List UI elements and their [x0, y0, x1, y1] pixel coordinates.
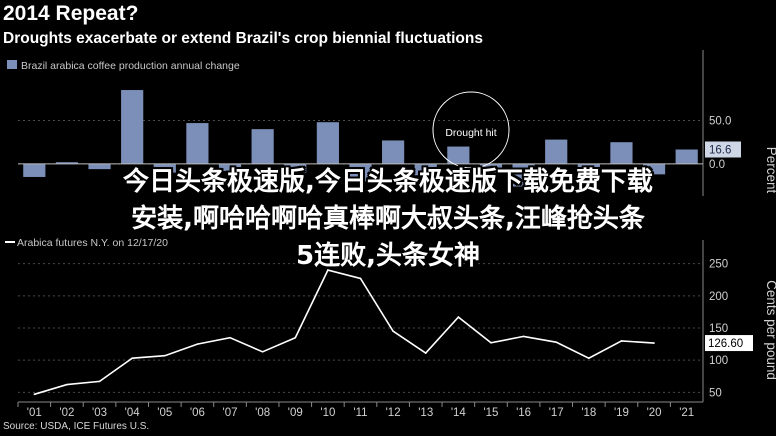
chart-subtitle: Droughts exacerbate or extend Brazil's c… [3, 30, 483, 47]
overlay-caption: 今日头条极速版,今日头条极速版下载免费下载 安装,啊哈哈啊哈真棒啊大叔头条,汪峰… [0, 164, 776, 275]
line-point-13 [424, 352, 427, 354]
line-y-axis-title: Cents per pound [764, 280, 776, 380]
bar-03 [88, 163, 111, 170]
x-tick-label-04: '04 [125, 407, 141, 419]
bar-06 [186, 123, 209, 164]
bar-y-axis-title: Percent [764, 147, 776, 194]
bar-19 [610, 142, 633, 164]
bar-last-value-label: 16.6 [709, 144, 731, 156]
bar-legend-swatch [7, 60, 17, 69]
bar-panel: Brazil arabica coffee production annual … [7, 50, 741, 196]
line-point-09 [294, 336, 297, 339]
bar-02 [55, 162, 79, 164]
x-tick-label-09: '09 [288, 407, 303, 419]
bar-05 [153, 163, 176, 173]
x-tick-label-14: '14 [451, 407, 467, 419]
bar-15 [479, 163, 503, 175]
x-tick-label-05: '05 [157, 407, 172, 419]
bar-04 [121, 90, 144, 164]
bar-09 [284, 163, 307, 173]
line-point-02 [66, 383, 68, 386]
line-point-16 [522, 335, 525, 338]
line-point-07 [229, 336, 231, 339]
x-tick-label-03: '03 [92, 407, 107, 419]
chart-title: 2014 Repeat? [3, 2, 139, 25]
x-tick-label-18: '18 [581, 407, 596, 419]
x-tick-label-01: '01 [27, 407, 42, 419]
bar-14 [447, 146, 470, 164]
line-point-20 [653, 342, 655, 344]
line-point-11 [359, 277, 362, 280]
line-panel: Arabica futures N.Y. on 12/17/20 50 100 15… [5, 237, 753, 419]
x-tick-label-15: '15 [483, 407, 498, 419]
line-y-tick-label: 200 [709, 291, 728, 303]
line-y-tick-label: 100 [709, 355, 728, 367]
bar-07 [218, 163, 242, 171]
bar-12 [382, 140, 405, 164]
bar-18 [577, 163, 600, 171]
x-tick-label-06: '06 [190, 407, 205, 419]
x-tick-label-12: '12 [386, 407, 401, 419]
line-point-12 [392, 330, 394, 333]
source-note: Source: USDA, ICE Futures U.S. [3, 421, 150, 432]
line-y-tick-label: 150 [709, 323, 728, 335]
bar-21 [675, 149, 698, 164]
overlay-line-1: 今日头条极速版,今日头条极速版下载免费下载 [123, 167, 653, 197]
bar-08 [251, 129, 274, 164]
line-point-17 [555, 341, 558, 343]
drought-callout-circle [432, 91, 510, 169]
line-y-tick-label: 50 [709, 387, 722, 399]
drought-callout-label: Drought hit [445, 127, 496, 139]
line-point-14 [457, 316, 460, 318]
bar-17 [545, 139, 568, 164]
bar-last-value-tag [705, 141, 741, 158]
line-point-08 [261, 351, 264, 353]
line-point-15 [490, 342, 492, 344]
line-point-04 [131, 357, 133, 360]
line-last-value-label: 126.60 [708, 338, 743, 350]
x-tick-label-19: '19 [614, 407, 629, 419]
bar-13 [414, 163, 437, 176]
x-tick-label-21: '21 [679, 407, 694, 419]
x-tick-label-16: '16 [516, 407, 531, 419]
line-legend-label: Arabica futures N.Y. on 12/17/20 [17, 237, 168, 249]
bar-y-tick-label: 0.0 [709, 159, 725, 171]
x-tick-label-11: '11 [353, 407, 367, 419]
bar-01 [23, 163, 46, 177]
line-point-01 [33, 393, 36, 396]
x-tick-label-02: '02 [59, 407, 74, 419]
futures-price-line [34, 269, 655, 396]
bar-11 [349, 163, 372, 182]
line-y-tick-label: 250 [709, 259, 728, 271]
x-tick-label-08: '08 [255, 407, 270, 419]
bar-y-tick-label: 50.0 [709, 115, 731, 127]
line-last-value-tag [705, 335, 753, 352]
line-point-18 [588, 357, 590, 360]
overlay-line-3: 5连败,头条女神 [296, 241, 480, 271]
bar-legend-label: Brazil arabica coffee production annual … [21, 60, 240, 72]
x-tick-label-07: '07 [223, 407, 238, 419]
line-point-03 [98, 380, 101, 383]
x-tick-label-10: '10 [320, 407, 335, 419]
overlay-line-2: 安装,啊哈哈啊哈真棒啊大叔头条,汪峰抢头条 [131, 204, 645, 234]
line-point-10 [327, 269, 329, 271]
x-tick-label-13: '13 [418, 407, 433, 419]
x-tick-label-17: '17 [549, 407, 564, 419]
line-point-05 [163, 354, 166, 357]
line-point-19 [620, 340, 623, 342]
bar-20 [642, 163, 666, 175]
bar-10 [316, 122, 339, 164]
bar-16 [512, 163, 535, 187]
line-point-06 [196, 343, 199, 345]
x-tick-label-20: '20 [647, 407, 662, 419]
